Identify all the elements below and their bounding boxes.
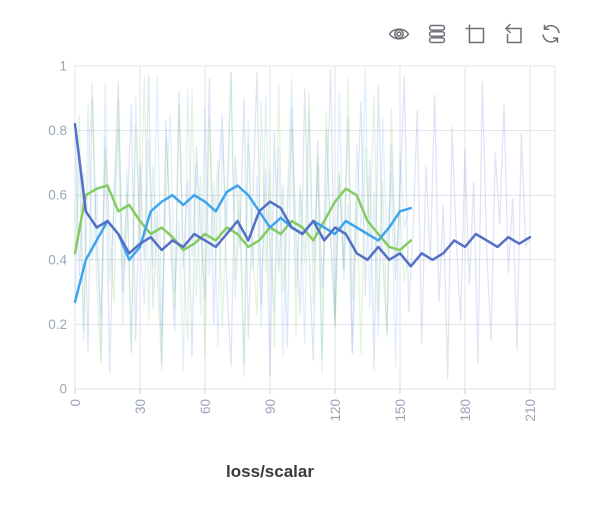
x-tick-label: 60: [198, 399, 213, 414]
x-tick-label: 30: [133, 399, 148, 414]
restore-icon[interactable]: [501, 22, 525, 46]
x-tick-label: 150: [393, 399, 408, 422]
runs-stack-icon[interactable]: [425, 22, 449, 46]
chart-toolbar: [387, 22, 563, 46]
series-line-run-skyblue-smoothed: [73, 184, 413, 304]
x-tick-label: 180: [458, 399, 473, 422]
y-tick-label: 0: [59, 382, 67, 397]
x-tick-label: 120: [328, 399, 343, 422]
visibility-icon[interactable]: [387, 22, 411, 46]
series-line-run-skyblue-raw: [74, 68, 410, 374]
y-tick-label: 1: [59, 59, 67, 74]
scalar-chart-plot[interactable]: 0 0.2 0.4 0.6 0.8 1 0 30 60 90 120 150 180 210: [0, 0, 601, 455]
y-tick-label: 0.8: [48, 123, 67, 138]
chart-title: loss/scalar: [226, 462, 314, 481]
refresh-icon[interactable]: [539, 22, 563, 46]
x-tick-label: 90: [263, 399, 278, 414]
y-tick-label: 0.2: [48, 317, 67, 332]
y-tick-label: 0.6: [48, 188, 67, 203]
x-tick-label: 0: [68, 399, 83, 407]
series-line-run-blue-smoothed: [73, 122, 532, 268]
zoom-select-icon[interactable]: [463, 22, 487, 46]
plot-border: [74, 65, 556, 390]
y-tick-label: 0.4: [48, 252, 67, 267]
series-line-run-blue-raw: [74, 68, 531, 380]
x-tick-label: 210: [523, 399, 538, 422]
series-line-run-green-smoothed: [73, 184, 413, 255]
series-line-run-green-raw: [74, 71, 410, 377]
